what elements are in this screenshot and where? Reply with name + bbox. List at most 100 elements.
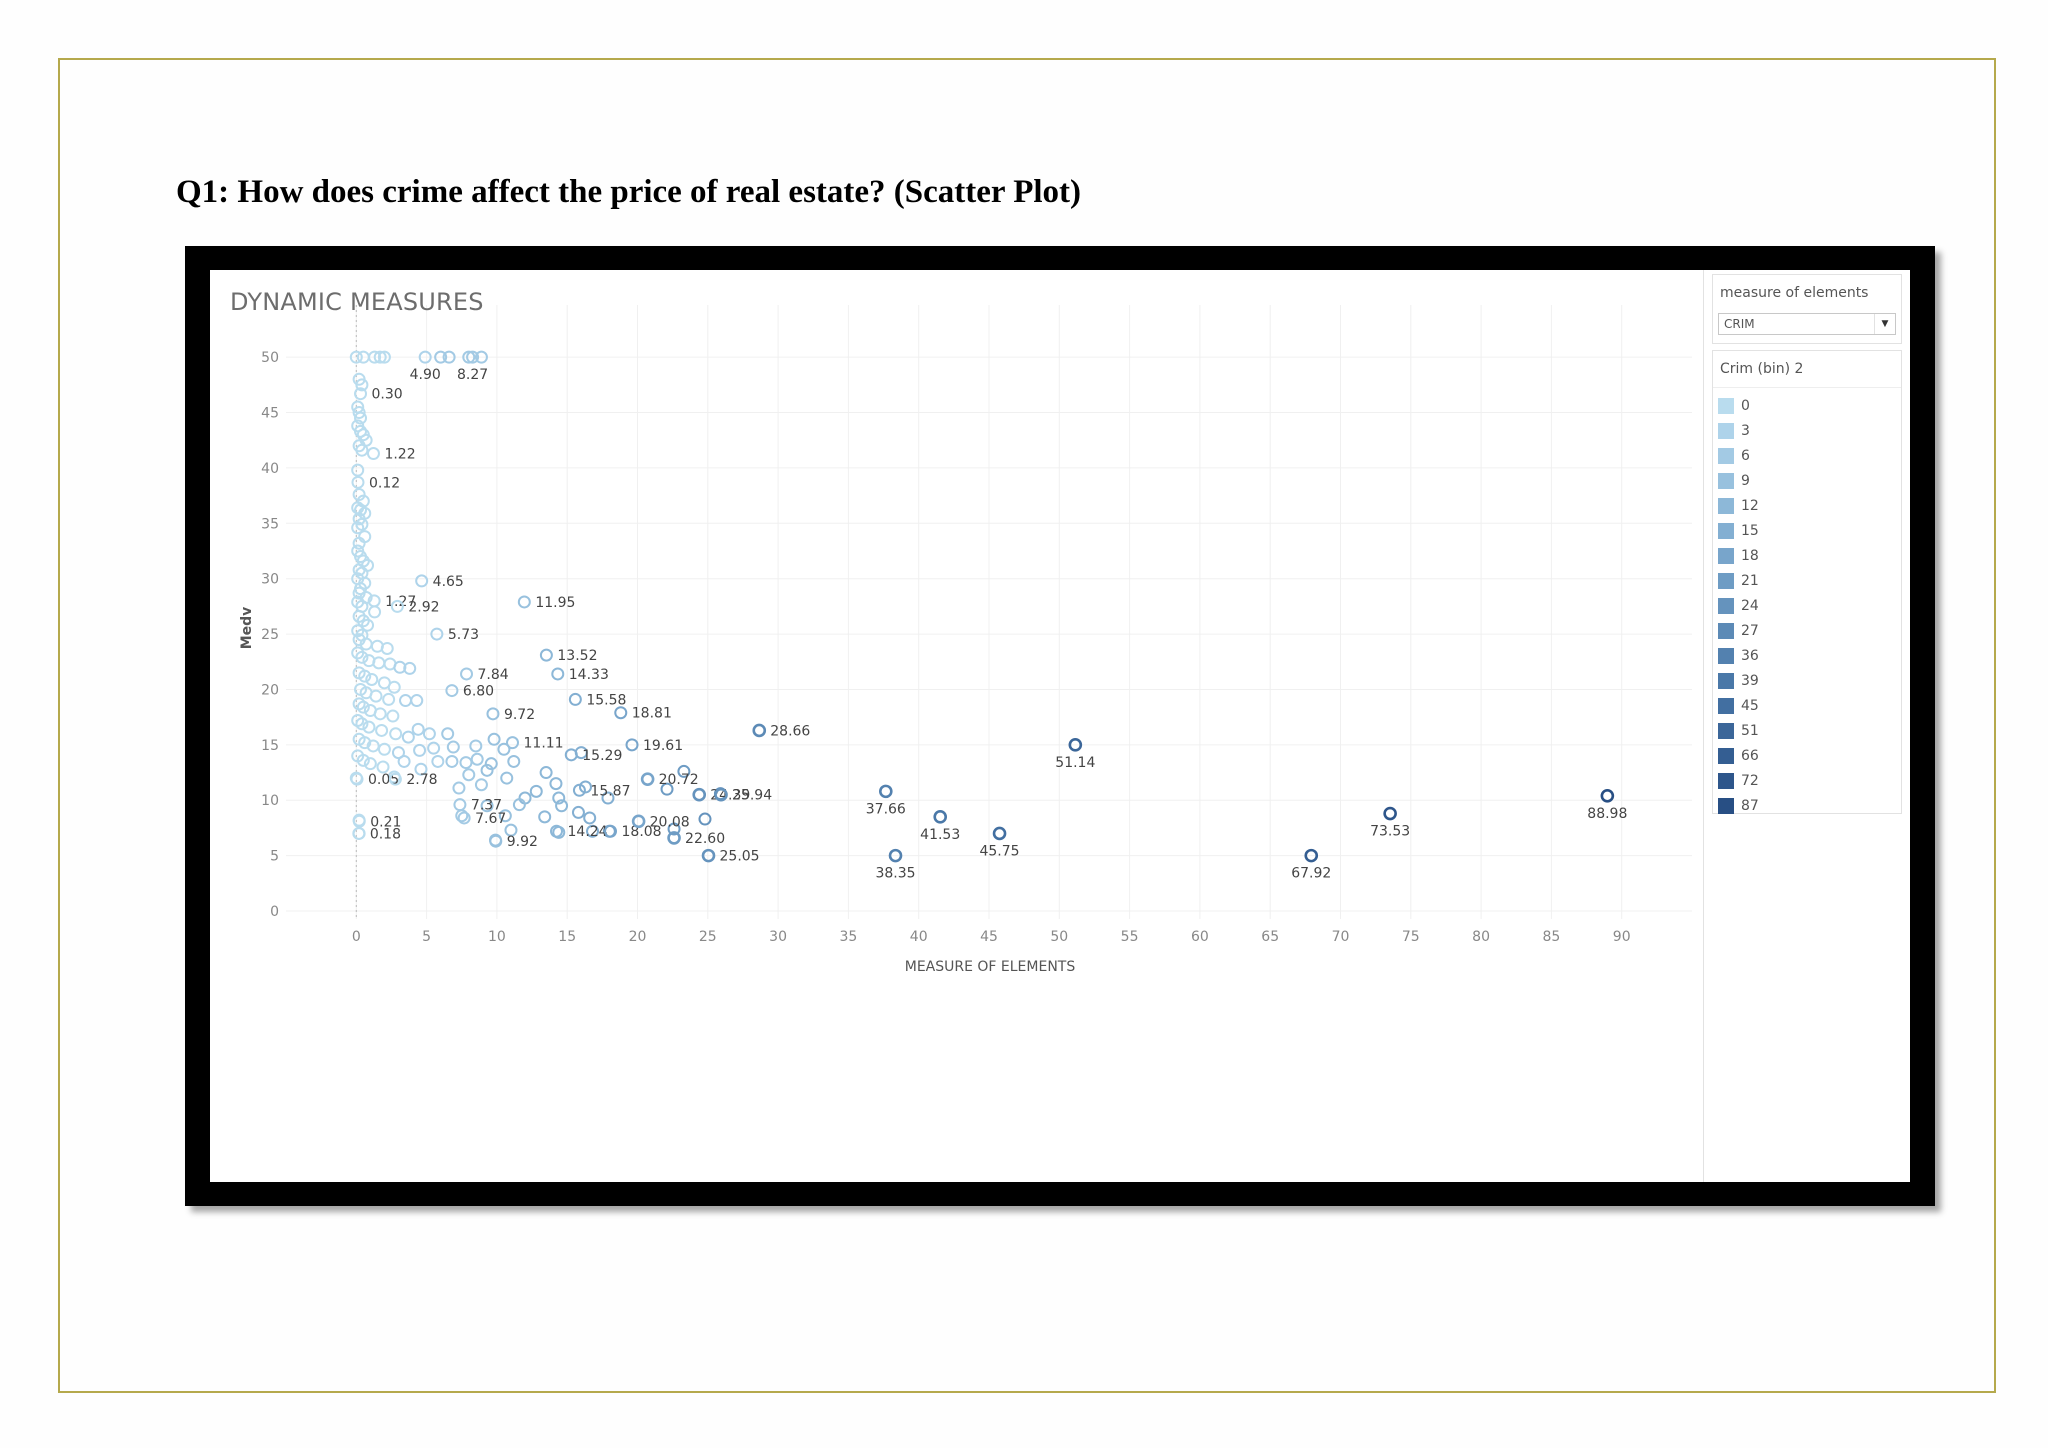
data-point	[363, 757, 377, 771]
data-point	[1304, 848, 1319, 863]
legend-swatch	[1718, 597, 1734, 614]
legend-item[interactable]: 6	[1718, 443, 1759, 468]
data-point	[387, 680, 401, 694]
legend-swatch	[1718, 547, 1734, 564]
data-label: 15.29	[582, 748, 622, 764]
data-label: 11.95	[535, 595, 575, 611]
data-point	[366, 739, 380, 753]
legend-label: 27	[1741, 622, 1759, 639]
data-label: 14.33	[569, 667, 609, 683]
legend-swatch	[1718, 697, 1734, 714]
data-point	[486, 707, 500, 721]
legend-item[interactable]: 72	[1718, 768, 1759, 793]
data-label: 7.84	[478, 667, 509, 683]
data-label: 25.94	[732, 788, 772, 804]
y-tick-label: 20	[261, 682, 279, 698]
data-label: 7.67	[475, 811, 506, 827]
data-label: 8.27	[457, 367, 488, 383]
x-tick-label: 60	[1191, 929, 1209, 945]
legend-item[interactable]: 21	[1718, 568, 1759, 593]
data-point	[355, 378, 369, 392]
legend-swatch	[1718, 397, 1734, 414]
legend-item[interactable]: 87	[1718, 793, 1759, 818]
data-point	[457, 811, 471, 825]
legend-item[interactable]: 39	[1718, 668, 1759, 693]
data-point	[572, 783, 586, 797]
y-axis-title: Medv	[239, 607, 255, 650]
x-tick-label: 75	[1402, 929, 1420, 945]
data-point	[551, 667, 565, 681]
data-point	[469, 739, 483, 753]
legend-item[interactable]: 51	[1718, 718, 1759, 743]
legend-item[interactable]: 3	[1718, 418, 1759, 443]
data-point	[358, 736, 372, 750]
data-point	[366, 447, 380, 461]
data-point	[393, 660, 407, 674]
question-heading: Q1: How does crime affect the price of r…	[176, 174, 1082, 210]
legend-label: 72	[1741, 772, 1759, 789]
data-point	[391, 746, 405, 760]
data-point	[1600, 788, 1615, 803]
data-point	[410, 694, 424, 708]
data-point	[368, 605, 382, 619]
data-point	[677, 764, 691, 778]
data-point	[453, 798, 467, 812]
dashboard-title: DYNAMIC MEASURES	[230, 288, 484, 316]
legend-label: 9	[1741, 472, 1750, 489]
data-point	[550, 824, 564, 838]
y-tick-label: 15	[261, 738, 279, 754]
legend-item[interactable]: 24	[1718, 593, 1759, 618]
data-point	[504, 823, 518, 837]
data-point	[358, 669, 372, 683]
data-point	[474, 350, 488, 364]
y-tick-label: 5	[270, 849, 279, 865]
legend-label: 66	[1741, 747, 1759, 764]
data-point	[403, 661, 417, 675]
legend-item[interactable]: 45	[1718, 693, 1759, 718]
legend-item[interactable]: 66	[1718, 743, 1759, 768]
legend-item[interactable]: 27	[1718, 618, 1759, 643]
x-tick-label: 20	[629, 929, 647, 945]
data-point	[377, 742, 391, 756]
data-point	[480, 799, 494, 813]
data-point	[625, 738, 639, 752]
data-point	[368, 350, 382, 364]
data-point	[375, 723, 389, 737]
legend-label: 21	[1741, 572, 1759, 589]
legend-list: 0 3 6 9 12 15 18 21 24 27 36 39 45 51 66 72 87	[1718, 393, 1759, 818]
data-point	[538, 810, 552, 824]
legend-label: 87	[1741, 797, 1759, 814]
legend-item[interactable]: 0	[1718, 393, 1759, 418]
data-point	[352, 488, 366, 502]
data-point	[539, 766, 553, 780]
legend-item[interactable]: 12	[1718, 493, 1759, 518]
data-point	[422, 727, 436, 741]
legend-item[interactable]: 36	[1718, 643, 1759, 668]
legend-item[interactable]: 15	[1718, 518, 1759, 543]
data-point	[361, 618, 375, 632]
data-point	[351, 475, 365, 489]
legend-swatch	[1718, 672, 1734, 689]
x-tick-label: 55	[1121, 929, 1139, 945]
legend-label: 12	[1741, 497, 1759, 514]
data-point	[445, 754, 459, 768]
data-point	[362, 720, 376, 734]
data-point	[631, 814, 646, 829]
legend-swatch	[1718, 622, 1734, 639]
legend-item[interactable]: 18	[1718, 543, 1759, 568]
data-label: 20.72	[659, 772, 699, 788]
data-label: 4.90	[410, 367, 441, 383]
data-point	[512, 798, 526, 812]
measure-dropdown[interactable]: CRIM ▼	[1718, 313, 1896, 335]
legend-item[interactable]: 9	[1718, 468, 1759, 493]
x-tick-label: 0	[352, 929, 361, 945]
data-point	[484, 757, 498, 771]
y-tick-label: 10	[261, 793, 279, 809]
data-point	[555, 799, 569, 813]
data-point	[434, 350, 448, 364]
data-point	[462, 768, 476, 782]
chevron-down-icon[interactable]: ▼	[1874, 314, 1895, 334]
data-point	[498, 809, 512, 823]
parameter-control: measure of elements CRIM ▼	[1712, 274, 1902, 344]
y-tick-label: 40	[261, 461, 279, 477]
